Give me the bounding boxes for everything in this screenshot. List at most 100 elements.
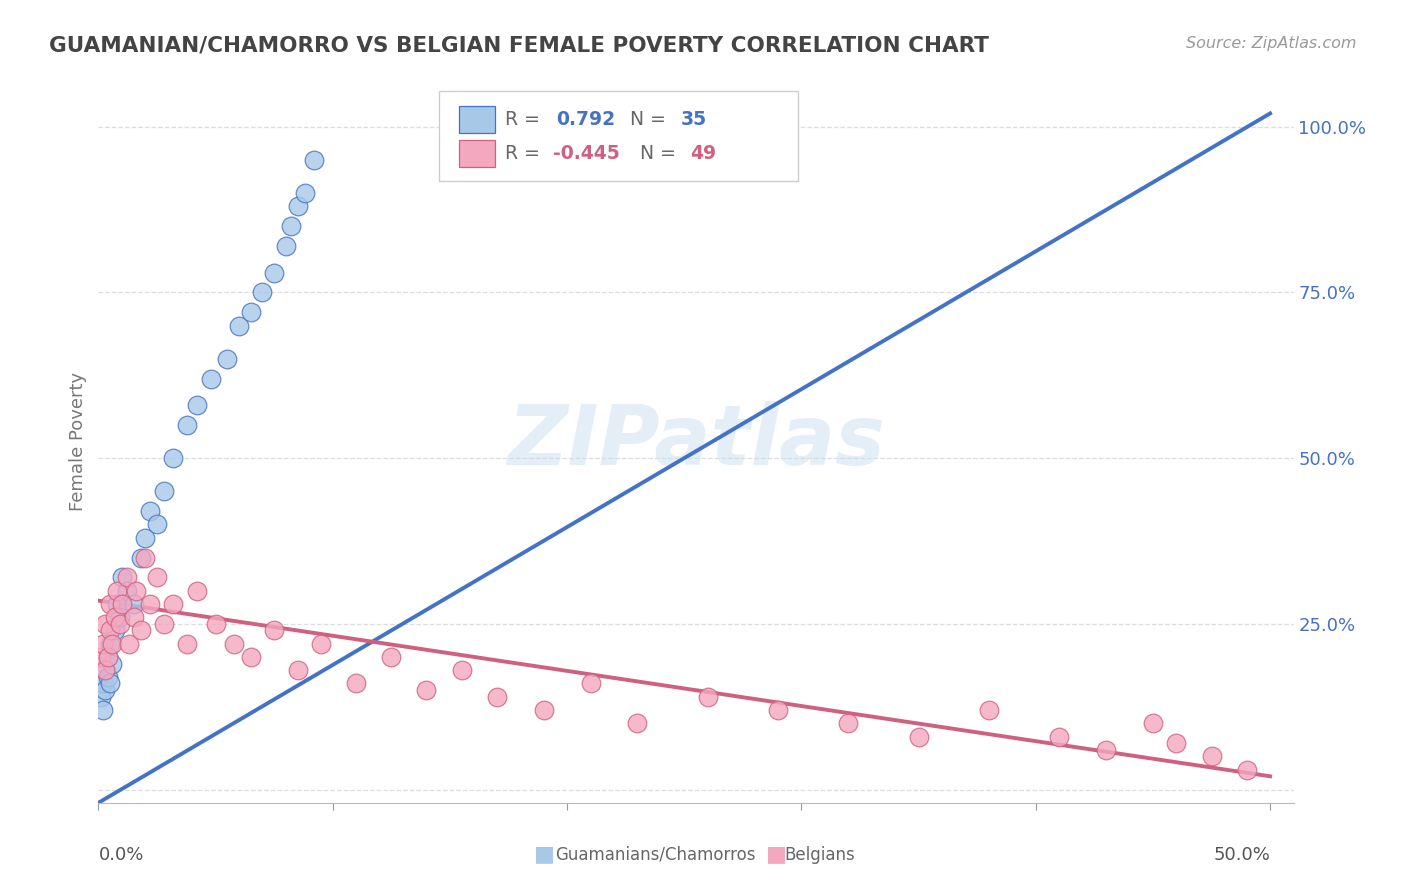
Text: N =: N = (630, 110, 672, 128)
Point (146, 570, 169, 584)
Point (108, 616, 131, 631)
Point (977, 703, 1000, 717)
Text: ZIPatlas: ZIPatlas (508, 401, 884, 482)
Point (94, 663, 117, 677)
Point (111, 597, 134, 611)
Text: 49: 49 (690, 144, 716, 162)
Point (533, 703, 555, 717)
Point (1142, 716, 1164, 731)
Point (118, 637, 141, 651)
Point (115, 570, 138, 584)
Point (115, 583, 138, 598)
FancyBboxPatch shape (460, 139, 495, 167)
Text: R =: R = (505, 144, 546, 162)
Point (1166, 736, 1188, 750)
FancyBboxPatch shape (460, 105, 495, 133)
Point (134, 550, 156, 565)
Point (97, 670, 120, 684)
Point (204, 616, 226, 631)
Text: 35: 35 (681, 110, 707, 128)
Point (122, 597, 145, 611)
Point (122, 610, 145, 624)
Point (344, 676, 367, 690)
Point (129, 550, 152, 565)
Text: R =: R = (505, 110, 546, 128)
Point (309, 637, 332, 651)
FancyBboxPatch shape (439, 91, 797, 181)
Point (91, 637, 114, 651)
Point (105, 597, 128, 611)
Point (129, 624, 152, 638)
Point (98, 676, 121, 690)
Point (139, 597, 162, 611)
Point (104, 610, 127, 624)
Point (186, 583, 208, 598)
Point (228, 318, 250, 333)
Point (294, 186, 316, 200)
Text: -0.445: -0.445 (553, 144, 619, 162)
Point (280, 219, 302, 233)
Point (287, 663, 309, 677)
Point (766, 703, 789, 717)
Text: Belgians: Belgians (785, 846, 855, 863)
Point (224, 637, 246, 651)
Point (94, 663, 117, 677)
Text: ■: ■ (534, 845, 555, 864)
Point (162, 597, 184, 611)
Point (302, 153, 325, 167)
Point (274, 239, 297, 253)
Point (1047, 730, 1070, 744)
Point (415, 683, 437, 698)
Point (153, 616, 176, 631)
Point (176, 417, 198, 432)
Point (176, 637, 198, 651)
Point (287, 199, 309, 213)
Point (1095, 743, 1118, 757)
Text: N =: N = (640, 144, 682, 162)
Point (579, 676, 602, 690)
Point (263, 266, 285, 280)
Point (626, 716, 648, 731)
Text: 0.0%: 0.0% (98, 847, 143, 864)
Point (101, 657, 124, 671)
Point (134, 531, 156, 545)
Text: ■: ■ (766, 845, 787, 864)
Point (696, 690, 718, 704)
Point (907, 730, 929, 744)
Point (239, 305, 262, 319)
Text: 0.792: 0.792 (557, 110, 616, 128)
Point (91, 703, 114, 717)
Point (125, 583, 148, 598)
Point (98, 637, 121, 651)
Point (239, 650, 262, 665)
Point (186, 398, 208, 412)
Point (450, 663, 472, 677)
Point (1201, 749, 1223, 764)
Point (91, 676, 114, 690)
Point (94, 683, 117, 698)
Point (380, 650, 402, 665)
Point (108, 610, 131, 624)
Text: 50.0%: 50.0% (1213, 847, 1270, 864)
Point (98, 624, 121, 638)
Point (111, 570, 134, 584)
Point (217, 351, 239, 366)
Point (263, 624, 285, 638)
Point (200, 371, 222, 385)
Point (153, 484, 176, 499)
Text: GUAMANIAN/CHAMORRO VS BELGIAN FEMALE POVERTY CORRELATION CHART: GUAMANIAN/CHAMORRO VS BELGIAN FEMALE POV… (49, 36, 988, 55)
Point (101, 637, 124, 651)
Point (252, 285, 274, 300)
Point (97, 650, 120, 665)
Point (98, 597, 121, 611)
Point (94, 616, 117, 631)
Point (146, 517, 169, 532)
Point (104, 624, 127, 638)
Point (162, 451, 184, 466)
Point (105, 583, 128, 598)
Y-axis label: Female Poverty: Female Poverty (69, 372, 87, 511)
Point (90, 690, 112, 704)
Point (1236, 763, 1258, 777)
Point (97, 650, 120, 665)
Text: Source: ZipAtlas.com: Source: ZipAtlas.com (1187, 36, 1357, 51)
